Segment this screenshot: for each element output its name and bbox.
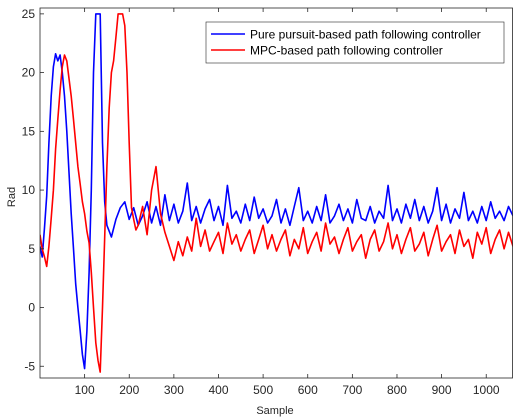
- series-line-mpc: [40, 13, 513, 373]
- axes: 100 200 300 400 500 600 700 800 900 1000 -5 0 5 10 15 2…: [22, 7, 513, 397]
- x-tick-label: 500: [253, 383, 273, 397]
- legend: Pure pursuit-based path following contro…: [205, 21, 505, 64]
- x-tick-label: 1000: [473, 383, 500, 397]
- axes-box: [39, 7, 513, 379]
- x-axis-title: Sample: [256, 405, 293, 417]
- x-tick-label: 900: [432, 383, 452, 397]
- y-tick-label: 10: [22, 183, 36, 197]
- series-line-pure-pursuit: [40, 13, 513, 370]
- legend-label-pure-pursuit: Pure pursuit-based path following contro…: [250, 28, 481, 42]
- y-axis-title: Rad: [6, 187, 18, 207]
- x-tick-label: 200: [119, 383, 139, 397]
- legend-box: [205, 21, 505, 64]
- x-tick-label: 400: [208, 383, 228, 397]
- y-tick-label: -5: [24, 359, 35, 373]
- x-tick-label: 600: [298, 383, 318, 397]
- x-tick-label: 700: [342, 383, 362, 397]
- y-tick-label: 25: [22, 7, 36, 21]
- y-tick-label: 15: [22, 124, 36, 138]
- x-tick-label: 100: [75, 383, 95, 397]
- plot-area: [40, 13, 513, 373]
- y-tick-label: 20: [22, 66, 36, 80]
- legend-label-mpc: MPC-based path following controller: [250, 44, 443, 58]
- y-tick-label: 5: [28, 242, 35, 256]
- x-tick-label: 300: [164, 383, 184, 397]
- y-tick-label: 0: [28, 301, 35, 315]
- x-tick-label: 800: [387, 383, 407, 397]
